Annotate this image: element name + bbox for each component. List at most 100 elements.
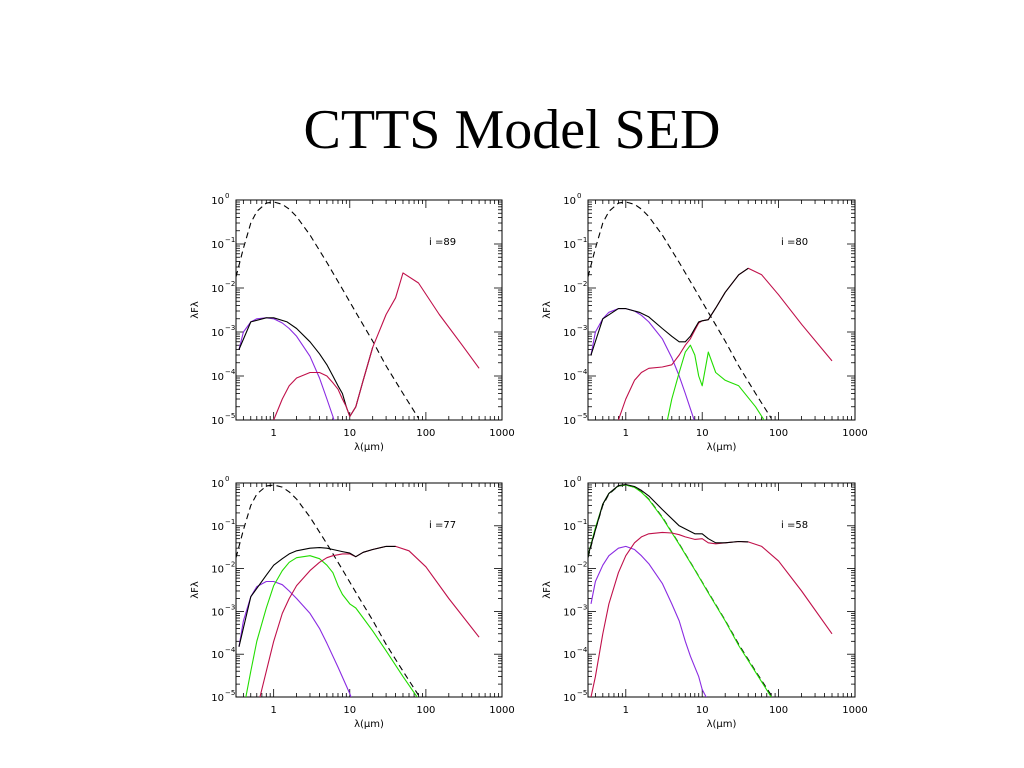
y-tick-label: 10 xyxy=(211,196,224,207)
x-tick-label: 100 xyxy=(769,428,788,439)
y-tick-exponent: −2 xyxy=(577,280,587,288)
y-tick-exponent: −2 xyxy=(225,561,235,569)
y-tick-exponent: −1 xyxy=(577,236,587,244)
y-axis-label: λFλ xyxy=(542,581,553,599)
y-tick-label: 10 xyxy=(211,284,224,295)
y-tick-label: 10 xyxy=(563,650,576,661)
y-tick-label: 10 xyxy=(563,693,576,704)
x-tick-label: 1 xyxy=(623,705,629,716)
x-tick-label: 100 xyxy=(416,705,435,716)
y-tick-label: 10 xyxy=(563,565,576,576)
y-tick-exponent: −2 xyxy=(225,280,235,288)
x-axis-label: λ(μm) xyxy=(707,442,737,453)
plot-frame xyxy=(235,482,503,698)
series-line-3 xyxy=(245,555,418,697)
y-tick-label: 10 xyxy=(211,565,224,576)
slide-title: CTTS Model SED xyxy=(303,99,721,161)
y-tick-exponent: −3 xyxy=(577,603,587,611)
series-line-1 xyxy=(236,201,419,419)
inclination-label: i =58 xyxy=(781,520,808,531)
y-tick-exponent: −1 xyxy=(577,518,587,526)
series-group xyxy=(588,201,833,420)
y-tick-exponent: −1 xyxy=(225,236,235,244)
series-group xyxy=(236,201,480,420)
y-tick-label: 10 xyxy=(563,416,576,427)
y-tick-label: 10 xyxy=(211,479,224,490)
y-tick-label: 10 xyxy=(211,522,224,533)
inclination-label: i =80 xyxy=(781,237,808,248)
y-axis-label: λFλ xyxy=(190,301,201,319)
x-tick-label: 100 xyxy=(416,428,435,439)
x-tick-label: 10 xyxy=(696,428,709,439)
series-line-5 xyxy=(238,545,396,647)
series-line-1 xyxy=(236,484,419,696)
series-line-3 xyxy=(238,317,374,418)
y-tick-exponent: −3 xyxy=(577,324,587,332)
x-tick-label: 1000 xyxy=(489,705,514,716)
y-tick-label: 10 xyxy=(211,328,224,339)
x-tick-label: 1000 xyxy=(842,705,867,716)
series-line-2 xyxy=(238,317,335,420)
x-tick-label: 1 xyxy=(623,428,629,439)
x-tick-label: 10 xyxy=(343,428,356,439)
series-group xyxy=(236,484,480,697)
x-tick-label: 10 xyxy=(696,705,709,716)
x-tick-label: 1 xyxy=(270,705,276,716)
series-line-1 xyxy=(588,484,772,696)
y-tick-exponent: −5 xyxy=(225,689,235,697)
y-tick-exponent: −4 xyxy=(577,646,588,654)
x-tick-label: 1000 xyxy=(489,428,514,439)
y-axis-label: λFλ xyxy=(190,581,201,599)
plot-frame xyxy=(587,482,856,698)
x-tick-label: 100 xyxy=(769,705,788,716)
series-line-3 xyxy=(590,545,707,697)
x-axis-label: λ(μm) xyxy=(707,719,737,730)
series-line-4 xyxy=(273,272,480,420)
y-tick-label: 10 xyxy=(211,240,224,251)
series-line-5 xyxy=(588,483,749,556)
y-tick-label: 10 xyxy=(211,693,224,704)
y-tick-label: 10 xyxy=(563,522,576,533)
y-tick-exponent: −4 xyxy=(225,646,236,654)
y-tick-exponent: −5 xyxy=(225,412,235,420)
y-tick-exponent: 0 xyxy=(225,192,229,200)
y-tick-label: 10 xyxy=(563,479,576,490)
y-tick-exponent: −5 xyxy=(577,689,587,697)
y-tick-exponent: −1 xyxy=(225,518,235,526)
y-tick-exponent: −4 xyxy=(577,368,588,376)
series-line-4 xyxy=(259,545,480,697)
y-tick-label: 10 xyxy=(563,240,576,251)
plot-frame xyxy=(587,199,856,421)
x-tick-label: 1 xyxy=(270,428,276,439)
x-tick-label: 10 xyxy=(343,705,356,716)
series-line-4 xyxy=(617,267,833,420)
y-tick-label: 10 xyxy=(211,607,224,618)
y-tick-exponent: 0 xyxy=(577,192,581,200)
series-line-4 xyxy=(590,531,833,697)
y-tick-label: 10 xyxy=(563,372,576,383)
x-axis-label: λ(μm) xyxy=(354,719,384,730)
y-tick-label: 10 xyxy=(563,196,576,207)
y-tick-exponent: 0 xyxy=(225,475,229,483)
series-line-2 xyxy=(238,580,352,697)
y-tick-label: 10 xyxy=(563,284,576,295)
y-tick-label: 10 xyxy=(211,372,224,383)
inclination-label: i =77 xyxy=(429,520,456,531)
y-tick-label: 10 xyxy=(563,328,576,339)
y-tick-label: 10 xyxy=(211,416,224,427)
y-tick-exponent: −3 xyxy=(225,603,235,611)
y-tick-exponent: −4 xyxy=(225,368,236,376)
inclination-label: i =89 xyxy=(429,237,456,248)
y-tick-exponent: −5 xyxy=(577,412,587,420)
x-axis-label: λ(μm) xyxy=(354,442,384,453)
series-line-1 xyxy=(588,201,772,419)
plot-frame xyxy=(235,199,503,421)
y-tick-exponent: −2 xyxy=(577,561,587,569)
series-line-5 xyxy=(590,267,749,356)
series-line-2 xyxy=(590,308,695,420)
y-axis-label: λFλ xyxy=(542,301,553,319)
